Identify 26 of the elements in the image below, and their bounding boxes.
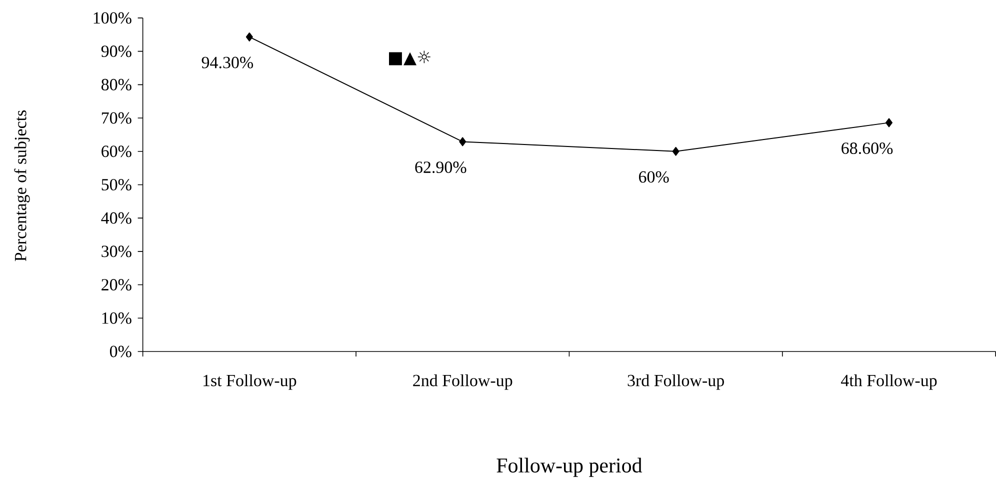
point — [459, 137, 466, 146]
data-label: 68.60% — [842, 142, 893, 154]
y-tick-label: 50% — [102, 178, 132, 190]
y-tick-label: 10% — [102, 312, 132, 324]
y-tick-label: 80% — [101, 78, 132, 90]
point — [886, 118, 892, 128]
point — [672, 146, 680, 156]
y-tick-label: 0% — [110, 346, 132, 358]
y-tick-label: 100% — [94, 12, 132, 24]
point — [246, 32, 253, 42]
x-tick-label: 1st Follow-up — [204, 374, 296, 390]
y-tick-label: 40% — [101, 212, 132, 224]
y-tick-label: 20% — [102, 278, 132, 290]
data-label: 94.30% — [202, 56, 254, 68]
data-label: 62.90% — [415, 161, 466, 173]
x-tick-label: 2nd Follow-up — [413, 374, 512, 390]
x-tick-label: 3rd Follow-up — [628, 374, 724, 390]
y-axis-title: Percentage of subjects — [14, 110, 30, 261]
x-tick-label: 4th Follow-up — [840, 374, 937, 390]
y-tick-label: 70% — [102, 112, 132, 124]
x-axis-title: Follow-up period — [496, 458, 642, 477]
y-tick-label: 60% — [102, 145, 132, 157]
y-tick-label: 30% — [102, 246, 132, 258]
y-tick-label: 90% — [101, 45, 132, 57]
data-label: 60% — [639, 171, 669, 183]
annotation: ■▲☼ — [388, 50, 430, 66]
